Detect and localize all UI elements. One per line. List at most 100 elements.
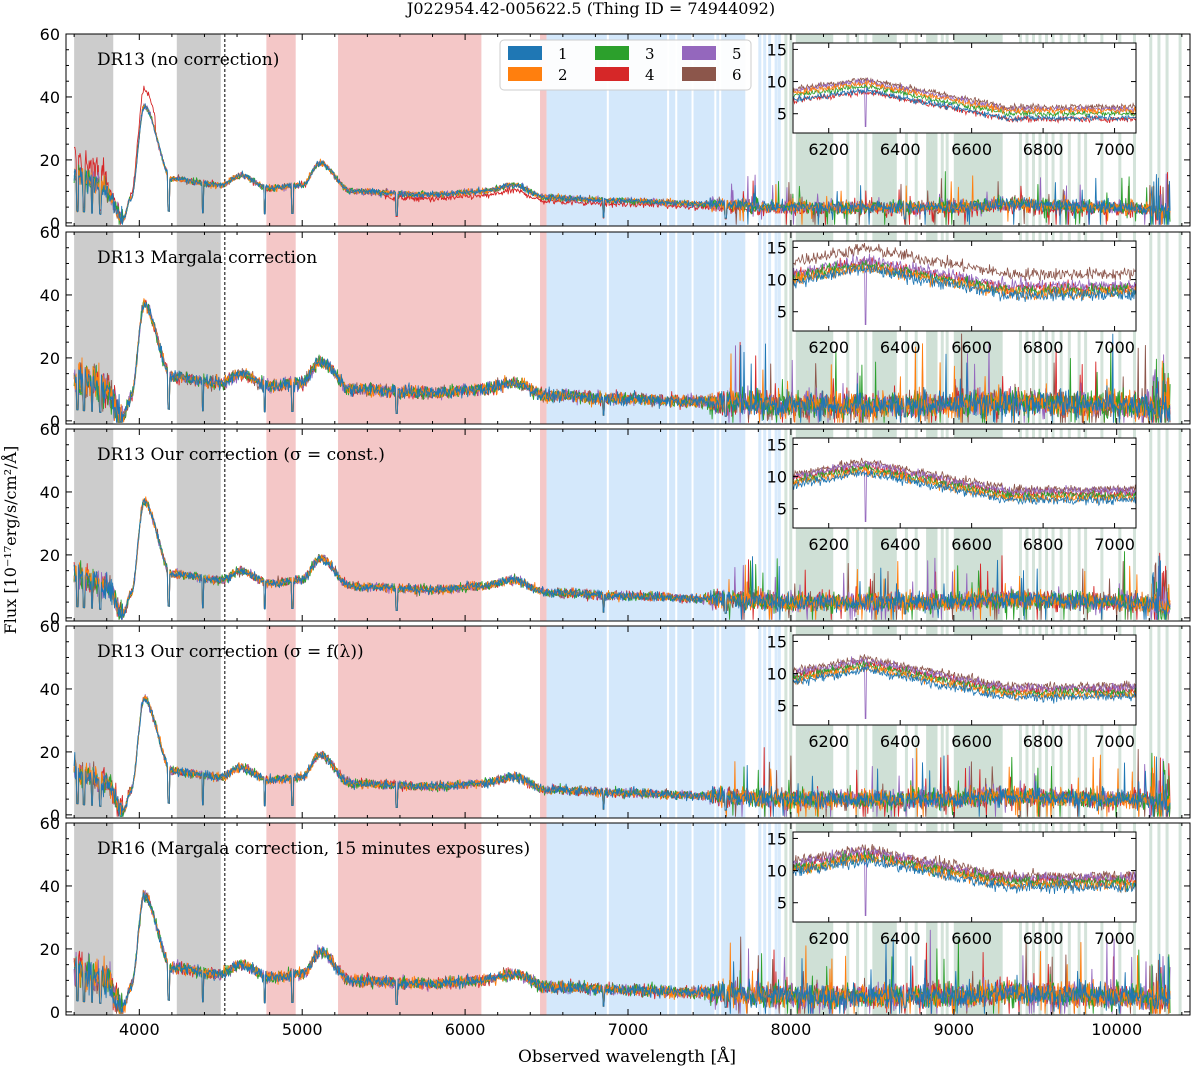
inset-x-tick-label: 6400 <box>880 535 921 554</box>
band-gap <box>667 823 670 1015</box>
inset-series-6-line <box>793 654 1136 692</box>
sky-line <box>1178 232 1182 424</box>
band-gap <box>606 823 609 1015</box>
inset-series-2-line <box>793 80 1136 115</box>
sky-line <box>1157 626 1161 818</box>
sky-line <box>768 626 772 818</box>
inset-y-tick-label: 5 <box>777 894 787 913</box>
x-tick-label: 7000 <box>608 1020 649 1039</box>
inset-x-tick-label: 7000 <box>1094 140 1135 159</box>
y-tick-label: 40 <box>40 877 60 896</box>
y-tick-label: 60 <box>40 814 60 833</box>
y-tick-label: 40 <box>40 680 60 699</box>
band-gap <box>606 429 609 621</box>
legend-label-2: 2 <box>558 66 568 84</box>
series-1-line <box>73 302 1171 423</box>
y-tick-label: 20 <box>40 546 60 565</box>
sky-line <box>777 429 781 621</box>
inset-plot: 5 10 15 6200 6400 6600 6800 7000 <box>767 829 1137 948</box>
band-gap <box>719 232 722 424</box>
sky-line <box>789 823 793 1015</box>
legend-swatch-1 <box>508 46 542 60</box>
x-tick-label: 10000 <box>1091 1020 1142 1039</box>
sky-line <box>777 626 781 818</box>
inset-y-tick-label: 5 <box>777 697 787 716</box>
sky-line <box>784 626 788 818</box>
sky-line <box>1165 34 1169 226</box>
sky-line <box>1165 429 1169 621</box>
inset-y-tick-label: 5 <box>777 303 787 322</box>
sky-line <box>1165 626 1169 818</box>
x-tick-label: 8000 <box>771 1020 812 1039</box>
sky-line <box>1157 34 1161 226</box>
shaded-region-red <box>540 429 547 621</box>
inset-frame <box>792 634 1137 726</box>
band-gap <box>675 626 678 818</box>
sky-line <box>1149 626 1153 818</box>
x-tick-label: 5000 <box>282 1020 323 1039</box>
legend-swatch-3 <box>595 46 629 60</box>
inset-y-tick-label: 10 <box>767 468 787 487</box>
inset-series-5-line <box>793 253 1136 325</box>
panel-4: 0 20 40 60 DR13 Our correction (σ = f(λ)) 5 10… <box>40 617 1191 825</box>
sky-line <box>768 232 772 424</box>
shaded-region-red <box>266 823 296 1015</box>
inset-series-3-line <box>793 463 1136 502</box>
inset-x-tick-label: 6400 <box>880 140 921 159</box>
panel-label: DR13 Our correction (σ = const.) <box>97 445 385 465</box>
band-gap <box>719 429 722 621</box>
band-gap <box>667 626 670 818</box>
sky-line <box>784 823 788 1015</box>
y-tick-label: 20 <box>40 349 60 368</box>
inset-plot: 5 10 15 6200 6400 6600 6800 7000 <box>767 40 1137 159</box>
inset-x-tick-label: 6200 <box>808 140 849 159</box>
band-gap <box>675 429 678 621</box>
inset-series-1-line <box>793 263 1136 302</box>
inset-x-tick-label: 6400 <box>880 929 921 948</box>
inset-x-tick-label: 6200 <box>808 535 849 554</box>
band-gap <box>714 823 717 1015</box>
series-1-line <box>73 498 1171 620</box>
figure-title: J022954.42-005622.5 (Thing ID = 74944092… <box>405 0 775 18</box>
sky-line <box>789 232 793 424</box>
legend-swatch-6 <box>682 67 716 81</box>
x-axis-label: Observed wavelength [Å] <box>518 1046 736 1067</box>
y-tick-label: 40 <box>40 483 60 502</box>
band-gap <box>714 626 717 818</box>
y-tick-label: 0 <box>50 806 60 825</box>
inset-series-1-line <box>793 469 1136 507</box>
panel-label: DR16 (Margala correction, 15 minutes exp… <box>97 839 530 859</box>
sky-line <box>1178 626 1182 818</box>
band-gap <box>667 429 670 621</box>
sky-line <box>784 232 788 424</box>
sky-line <box>1149 232 1153 424</box>
sky-line <box>1178 429 1182 621</box>
legend-swatch-4 <box>595 67 629 81</box>
sky-line <box>763 34 767 226</box>
sky-line <box>1149 823 1153 1015</box>
inset-y-tick-label: 15 <box>767 632 787 651</box>
band-gap <box>714 232 717 424</box>
inset-y-tick-label: 10 <box>767 73 787 92</box>
inset-x-tick-label: 6600 <box>951 140 992 159</box>
sky-line <box>763 823 767 1015</box>
shaded-region-red <box>540 626 547 818</box>
sky-line <box>774 34 778 226</box>
inset-y-tick-label: 5 <box>777 105 787 124</box>
shaded-region-red <box>540 34 547 226</box>
x-tick-label: 9000 <box>933 1020 974 1039</box>
inset-x-tick-label: 6800 <box>1023 929 1064 948</box>
sky-line <box>1157 429 1161 621</box>
inset-x-tick-label: 7000 <box>1094 732 1135 751</box>
inset-frame <box>792 831 1137 923</box>
sky-line <box>1157 232 1161 424</box>
shaded-region-red <box>540 232 547 424</box>
band-gap <box>606 34 609 226</box>
legend-label-3: 3 <box>645 45 655 63</box>
band-gap <box>667 34 670 226</box>
inset-series-5-line <box>793 77 1136 127</box>
sky-line <box>784 34 788 226</box>
band-gap <box>606 626 609 818</box>
